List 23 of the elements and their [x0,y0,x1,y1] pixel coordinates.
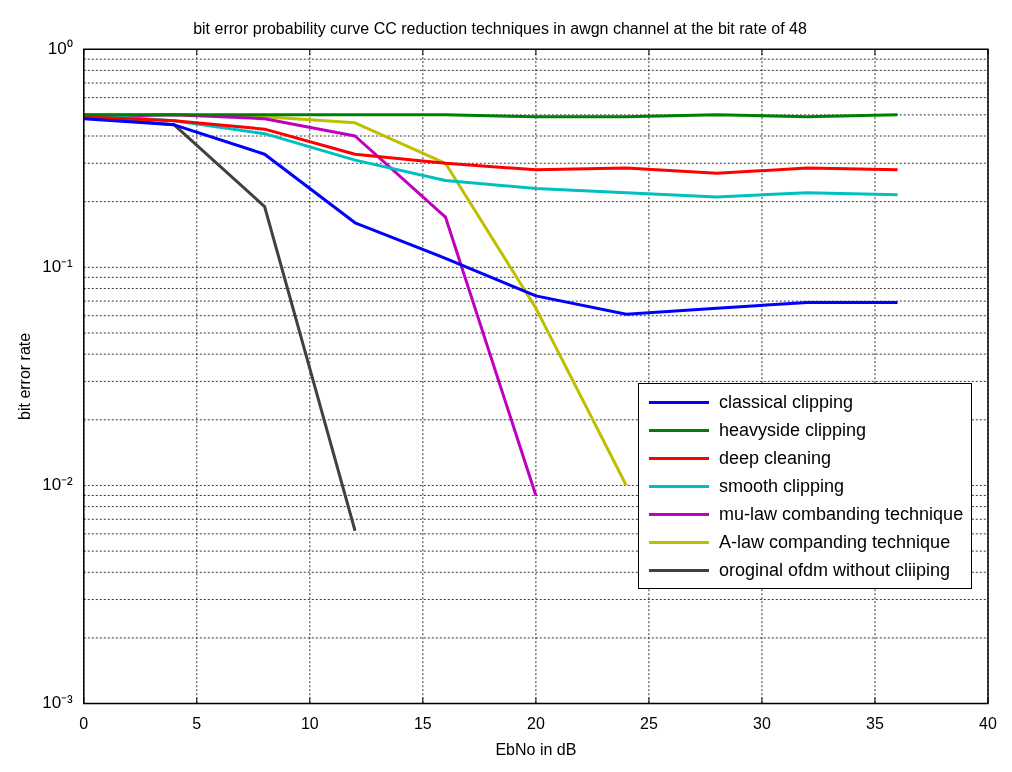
y-tick-label: 10⁻² [42,475,74,495]
x-tick-label: 30 [753,714,771,732]
x-tick-label: 15 [413,714,432,732]
legend-label: smooth clipping [719,475,845,497]
legend-label: A-law companding technique [719,531,951,553]
x-tick-label: 10 [300,714,319,732]
y-axis-title: bit error rate [16,332,34,420]
y-tick-label: 10⁻³ [42,693,74,713]
x-tick-label: 25 [640,714,658,732]
legend-label: oroginal ofdm without cliiping [719,559,951,581]
legend-label: classical clipping [719,391,854,413]
x-tick-label: 35 [866,714,884,732]
x-tick-label: 5 [192,714,202,732]
x-tick-label: 0 [79,714,89,732]
chart-title: bit error probability curve CC reduction techniques in awgn channel at the bit rate of 48 [193,20,807,38]
y-tick-label: 10⁻¹ [42,257,74,277]
x-axis-title: EbNo in dB [495,740,577,758]
legend-label: deep cleaning [719,447,832,469]
x-tick-label: 40 [979,714,997,732]
legend-label: mu-law combanding technique [719,503,964,525]
x-tick-label: 20 [526,714,545,732]
y-tick-label: 10⁰ [47,38,73,58]
legend-label: heavyside clipping [719,419,867,441]
